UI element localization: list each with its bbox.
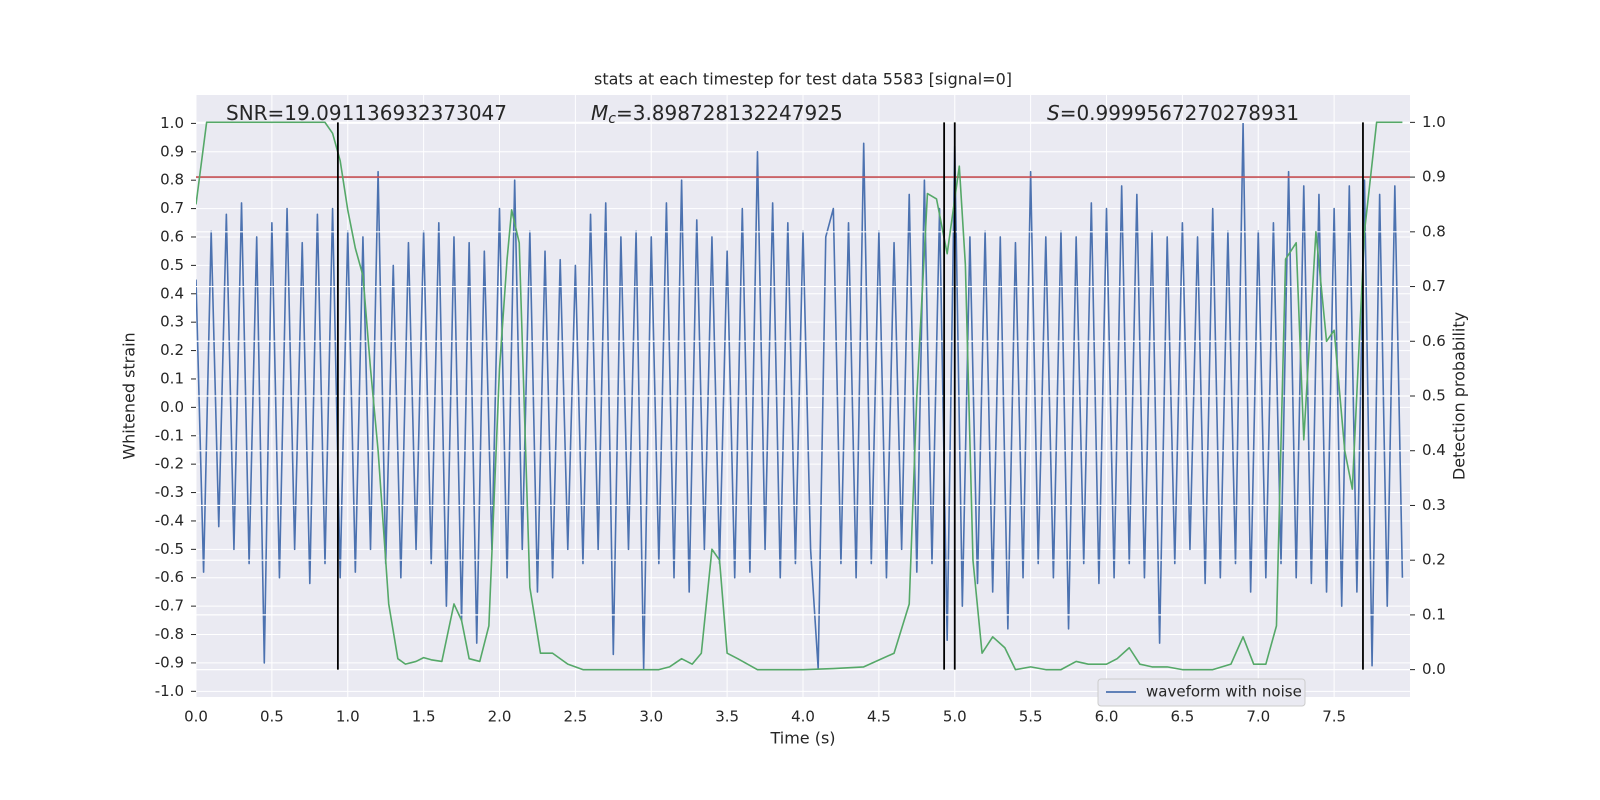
y2-tick-label: 0.8 [1422, 222, 1446, 240]
x-tick-label: 6.0 [1095, 708, 1119, 726]
legend-label: waveform with noise [1146, 683, 1302, 701]
x-tick-label: 0.0 [184, 708, 208, 726]
x-tick-label: 4.5 [867, 708, 891, 726]
y-tick-label: -0.6 [155, 568, 184, 586]
y2-tick-label: 1.0 [1422, 113, 1446, 131]
y-tick-label: 0.6 [160, 227, 184, 245]
x-tick-label: 7.5 [1322, 708, 1346, 726]
y-tick-label: 0.5 [160, 256, 184, 274]
annotation-symbol: S [1047, 101, 1060, 125]
y2-axis-label: Detection probability [1450, 312, 1469, 480]
y-tick-label: -0.2 [155, 455, 184, 473]
y-tick-label: -0.1 [155, 426, 184, 444]
y-tick-label: -0.5 [155, 540, 184, 558]
x-tick-label: 5.5 [1019, 708, 1043, 726]
annotation: S=0.9999567270278931 [1047, 101, 1299, 125]
y2-tick-label: 0.4 [1422, 441, 1446, 459]
y2-tick-label: 0.9 [1422, 168, 1446, 186]
x-tick-label: 5.0 [943, 708, 967, 726]
probability-line [196, 121, 1403, 671]
y2-tick-label: 0.6 [1422, 332, 1446, 350]
y-tick-label: 0.3 [160, 313, 184, 331]
y-tick-label: 0.2 [160, 341, 184, 359]
annotation: SNR=19.091136932373047 [226, 101, 507, 125]
x-tick-label: 6.5 [1170, 708, 1194, 726]
x-tick-label: 1.5 [412, 708, 436, 726]
x-tick-label: 2.5 [563, 708, 587, 726]
y2-tick-label: 0.5 [1422, 387, 1446, 405]
annotation-text: =3.898728132247925 [616, 101, 843, 125]
y-tick-label: 0.1 [160, 369, 184, 387]
annotation: Mc=3.898728132247925 [591, 101, 843, 128]
y-tick-label: 0.0 [160, 398, 184, 416]
y2-tick-label: 0.7 [1422, 277, 1446, 295]
y-tick-label: -0.7 [155, 597, 184, 615]
y-tick-label: 1.0 [160, 114, 184, 132]
x-tick-label: 2.0 [488, 708, 512, 726]
y-tick-label: 0.7 [160, 199, 184, 217]
annotation-text: =0.9999567270278931 [1060, 101, 1299, 125]
annotation-subscript: c [608, 111, 616, 127]
x-tick-label: 3.0 [639, 708, 663, 726]
x-tick-label: 1.0 [336, 708, 360, 726]
y2-tick-label: 0.0 [1422, 660, 1446, 678]
y-tick-label: -0.3 [155, 483, 184, 501]
annotation-text: SNR=19.091136932373047 [226, 101, 507, 125]
legend-box [1097, 678, 1306, 707]
plot-layer [196, 121, 1410, 671]
x-tick-label: 0.5 [260, 708, 284, 726]
y-axis-label: Whitened strain [120, 332, 139, 459]
y-tick-label: 0.4 [160, 284, 184, 302]
y-tick-label: -1.0 [155, 682, 184, 700]
y-tick-label: -0.4 [155, 511, 184, 529]
x-tick-label: 3.5 [715, 708, 739, 726]
y2-tick-label: 0.2 [1422, 551, 1446, 569]
chart-title: stats at each timestep for test data 558… [594, 70, 1012, 89]
waveform-line [196, 122, 1404, 670]
y-tick-label: 0.8 [160, 171, 184, 189]
legend: waveform with noise [1097, 678, 1306, 707]
y-tick-label: -0.9 [155, 653, 184, 671]
x-tick-label: 4.0 [791, 708, 815, 726]
y2-tick-label: 0.1 [1422, 605, 1446, 623]
y2-tick-label: 0.3 [1422, 496, 1446, 514]
y-tick-label: -0.8 [155, 625, 184, 643]
x-tick-label: 7.0 [1246, 708, 1270, 726]
y-tick-label: 0.9 [160, 142, 184, 160]
x-axis-label: Time (s) [769, 729, 835, 748]
annotation-symbol: M [591, 101, 608, 125]
